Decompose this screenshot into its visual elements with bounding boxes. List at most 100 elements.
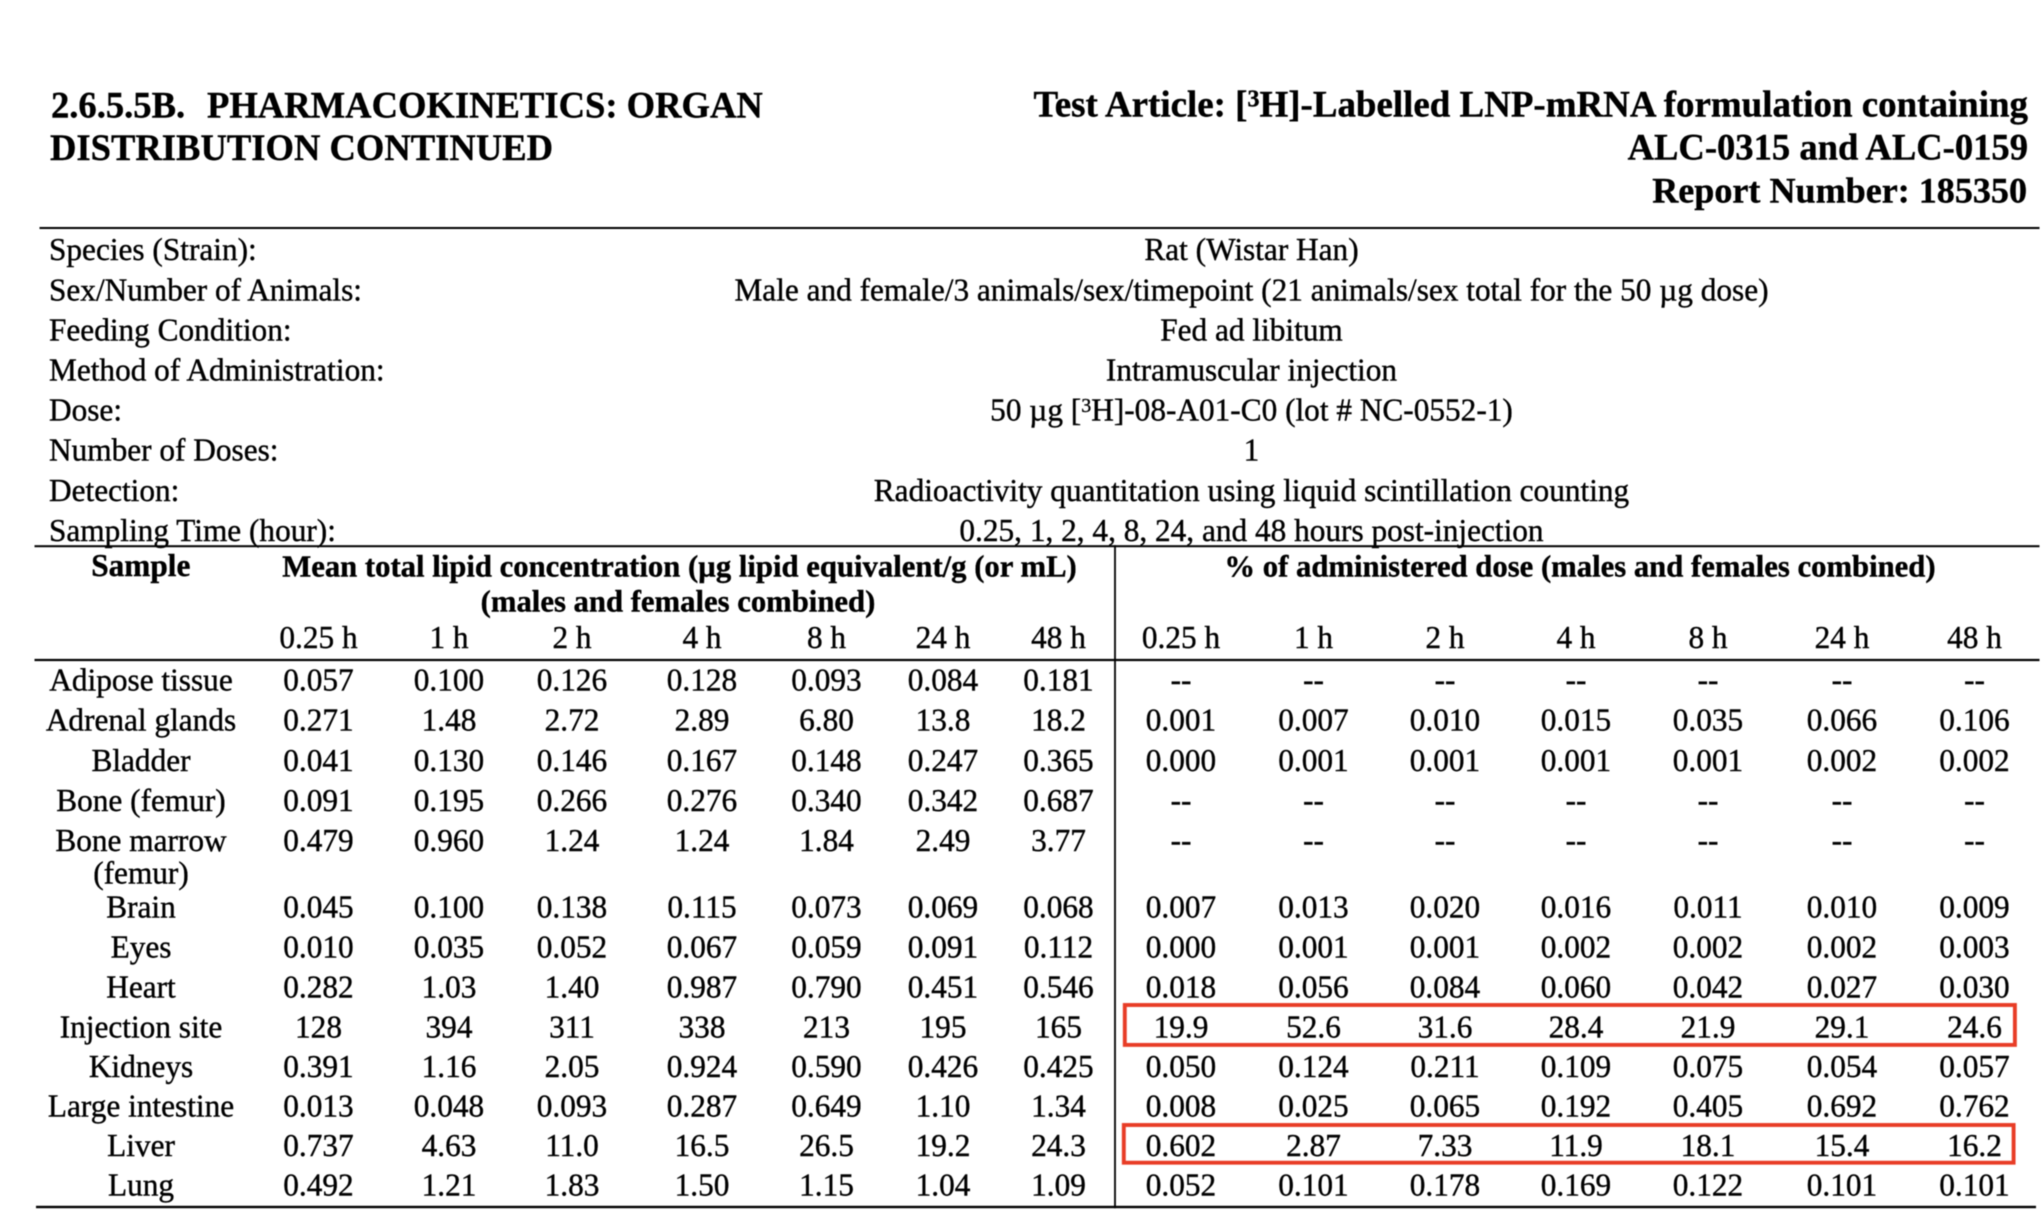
- svg-text:0.001: 0.001: [1278, 930, 1348, 965]
- svg-text:0.100: 0.100: [414, 663, 484, 698]
- svg-text:--: --: [1964, 783, 1985, 818]
- svg-text:Heart: Heart: [106, 970, 176, 1005]
- svg-text:--: --: [1171, 823, 1192, 858]
- svg-text:24 h: 24 h: [916, 620, 971, 655]
- svg-text:--: --: [1171, 663, 1192, 698]
- svg-text:1.21: 1.21: [422, 1167, 477, 1202]
- svg-text:Sample: Sample: [91, 548, 190, 583]
- svg-text:1.04: 1.04: [916, 1167, 971, 1202]
- svg-text:0.391: 0.391: [283, 1049, 353, 1084]
- svg-text:Brain: Brain: [106, 889, 176, 924]
- svg-text:0.181: 0.181: [1023, 663, 1093, 698]
- svg-text:2.72: 2.72: [545, 703, 600, 738]
- svg-text:0.451: 0.451: [908, 970, 978, 1005]
- svg-text:0.737: 0.737: [283, 1128, 353, 1163]
- svg-text:0.073: 0.073: [791, 889, 861, 924]
- svg-text:Radioactivity quantitation usi: Radioactivity quantitation using liquid …: [874, 473, 1630, 508]
- svg-text:Bone (femur): Bone (femur): [56, 783, 225, 818]
- svg-text:1.40: 1.40: [545, 970, 600, 1005]
- svg-text:50 µg [3H]-08-A01-C0 (lot # NC: 50 µg [3H]-08-A01-C0 (lot # NC-0552-1): [990, 393, 1513, 428]
- svg-text:0.025: 0.025: [1278, 1088, 1348, 1123]
- svg-text:2.6.5.5B.: 2.6.5.5B.: [51, 84, 185, 125]
- svg-text:6.80: 6.80: [799, 703, 854, 738]
- svg-text:0.342: 0.342: [908, 783, 978, 818]
- svg-text:0.056: 0.056: [1278, 970, 1348, 1005]
- svg-text:0.030: 0.030: [1939, 970, 2009, 1005]
- svg-text:--: --: [1303, 663, 1324, 698]
- svg-text:52.6: 52.6: [1286, 1009, 1341, 1044]
- svg-text:Adipose tissue: Adipose tissue: [49, 663, 232, 698]
- svg-text:0.035: 0.035: [1673, 703, 1743, 738]
- svg-text:0.093: 0.093: [537, 1088, 607, 1123]
- svg-text:--: --: [1303, 823, 1324, 858]
- svg-text:0.059: 0.059: [791, 930, 861, 965]
- svg-text:--: --: [1698, 823, 1719, 858]
- svg-text:0.762: 0.762: [1939, 1088, 2009, 1123]
- svg-text:0.101: 0.101: [1278, 1167, 1348, 1202]
- svg-text:0.130: 0.130: [414, 743, 484, 778]
- svg-text:3.77: 3.77: [1031, 823, 1086, 858]
- svg-text:--: --: [1566, 823, 1587, 858]
- svg-text:8 h: 8 h: [807, 620, 846, 655]
- svg-text:0.015: 0.015: [1541, 703, 1611, 738]
- svg-text:--: --: [1171, 783, 1192, 818]
- svg-text:1.24: 1.24: [675, 823, 730, 858]
- svg-text:0.011: 0.011: [1673, 889, 1742, 924]
- svg-text:0.018: 0.018: [1146, 970, 1216, 1005]
- svg-text:0.093: 0.093: [791, 663, 861, 698]
- svg-text:0.25 h: 0.25 h: [279, 620, 358, 655]
- svg-text:0.050: 0.050: [1146, 1049, 1216, 1084]
- svg-text:16.2: 16.2: [1947, 1128, 2002, 1163]
- svg-text:0.692: 0.692: [1807, 1088, 1877, 1123]
- svg-text:0.027: 0.027: [1807, 970, 1877, 1005]
- svg-text:0.066: 0.066: [1807, 703, 1877, 738]
- svg-text:0.287: 0.287: [667, 1088, 737, 1123]
- svg-text:0.790: 0.790: [791, 970, 861, 1005]
- svg-text:213: 213: [803, 1009, 850, 1044]
- svg-text:0.041: 0.041: [283, 743, 353, 778]
- svg-text:Fed ad libitum: Fed ad libitum: [1160, 312, 1343, 347]
- svg-text:338: 338: [679, 1009, 726, 1044]
- svg-text:0.013: 0.013: [283, 1088, 353, 1123]
- svg-text:Test Article: [3H]-Labelled LN: Test Article: [3H]-Labelled LNP-mRNA for…: [1033, 84, 2028, 125]
- svg-text:0.002: 0.002: [1541, 930, 1611, 965]
- svg-text:1.10: 1.10: [916, 1088, 971, 1123]
- svg-text:2.49: 2.49: [916, 823, 971, 858]
- svg-text:1 h: 1 h: [429, 620, 468, 655]
- svg-text:0.365: 0.365: [1023, 743, 1093, 778]
- svg-text:--: --: [1435, 783, 1456, 818]
- svg-text:Detection:: Detection:: [49, 473, 179, 508]
- svg-text:0.25, 1, 2, 4, 8, 24, and 48 h: 0.25, 1, 2, 4, 8, 24, and 48 hours post-…: [959, 513, 1544, 548]
- svg-text:0.109: 0.109: [1541, 1049, 1611, 1084]
- svg-text:--: --: [1566, 663, 1587, 698]
- svg-text:0.001: 0.001: [1278, 743, 1348, 778]
- svg-text:1.48: 1.48: [422, 703, 477, 738]
- svg-text:0.003: 0.003: [1939, 930, 2009, 965]
- svg-text:4 h: 4 h: [1556, 620, 1595, 655]
- svg-text:Sampling Time (hour):: Sampling Time (hour):: [49, 513, 336, 548]
- svg-text:0.247: 0.247: [908, 743, 978, 778]
- svg-text:0.000: 0.000: [1146, 743, 1216, 778]
- svg-text:0.052: 0.052: [1146, 1167, 1216, 1202]
- svg-text:1.16: 1.16: [422, 1049, 477, 1084]
- svg-text:0.007: 0.007: [1146, 889, 1216, 924]
- svg-text:1.15: 1.15: [799, 1167, 854, 1202]
- svg-text:Bladder: Bladder: [91, 743, 191, 778]
- svg-text:0.101: 0.101: [1807, 1167, 1877, 1202]
- svg-text:311: 311: [549, 1009, 595, 1044]
- svg-text:0.106: 0.106: [1939, 703, 2009, 738]
- svg-text:DISTRIBUTION CONTINUED: DISTRIBUTION CONTINUED: [50, 127, 553, 168]
- svg-text:0.276: 0.276: [667, 783, 737, 818]
- svg-text:0.002: 0.002: [1807, 743, 1877, 778]
- svg-text:--: --: [1566, 783, 1587, 818]
- svg-text:Lung: Lung: [108, 1167, 174, 1202]
- svg-text:11.0: 11.0: [545, 1128, 599, 1163]
- svg-text:21.9: 21.9: [1681, 1009, 1736, 1044]
- svg-text:0.002: 0.002: [1807, 930, 1877, 965]
- svg-text:0.115: 0.115: [667, 889, 736, 924]
- svg-text:1.83: 1.83: [545, 1167, 600, 1202]
- svg-text:0.010: 0.010: [1807, 889, 1877, 924]
- svg-text:0.101: 0.101: [1939, 1167, 2009, 1202]
- svg-text:0.146: 0.146: [537, 743, 607, 778]
- svg-text:Mean total lipid concentration: Mean total lipid concentration (µg lipid…: [282, 550, 1077, 584]
